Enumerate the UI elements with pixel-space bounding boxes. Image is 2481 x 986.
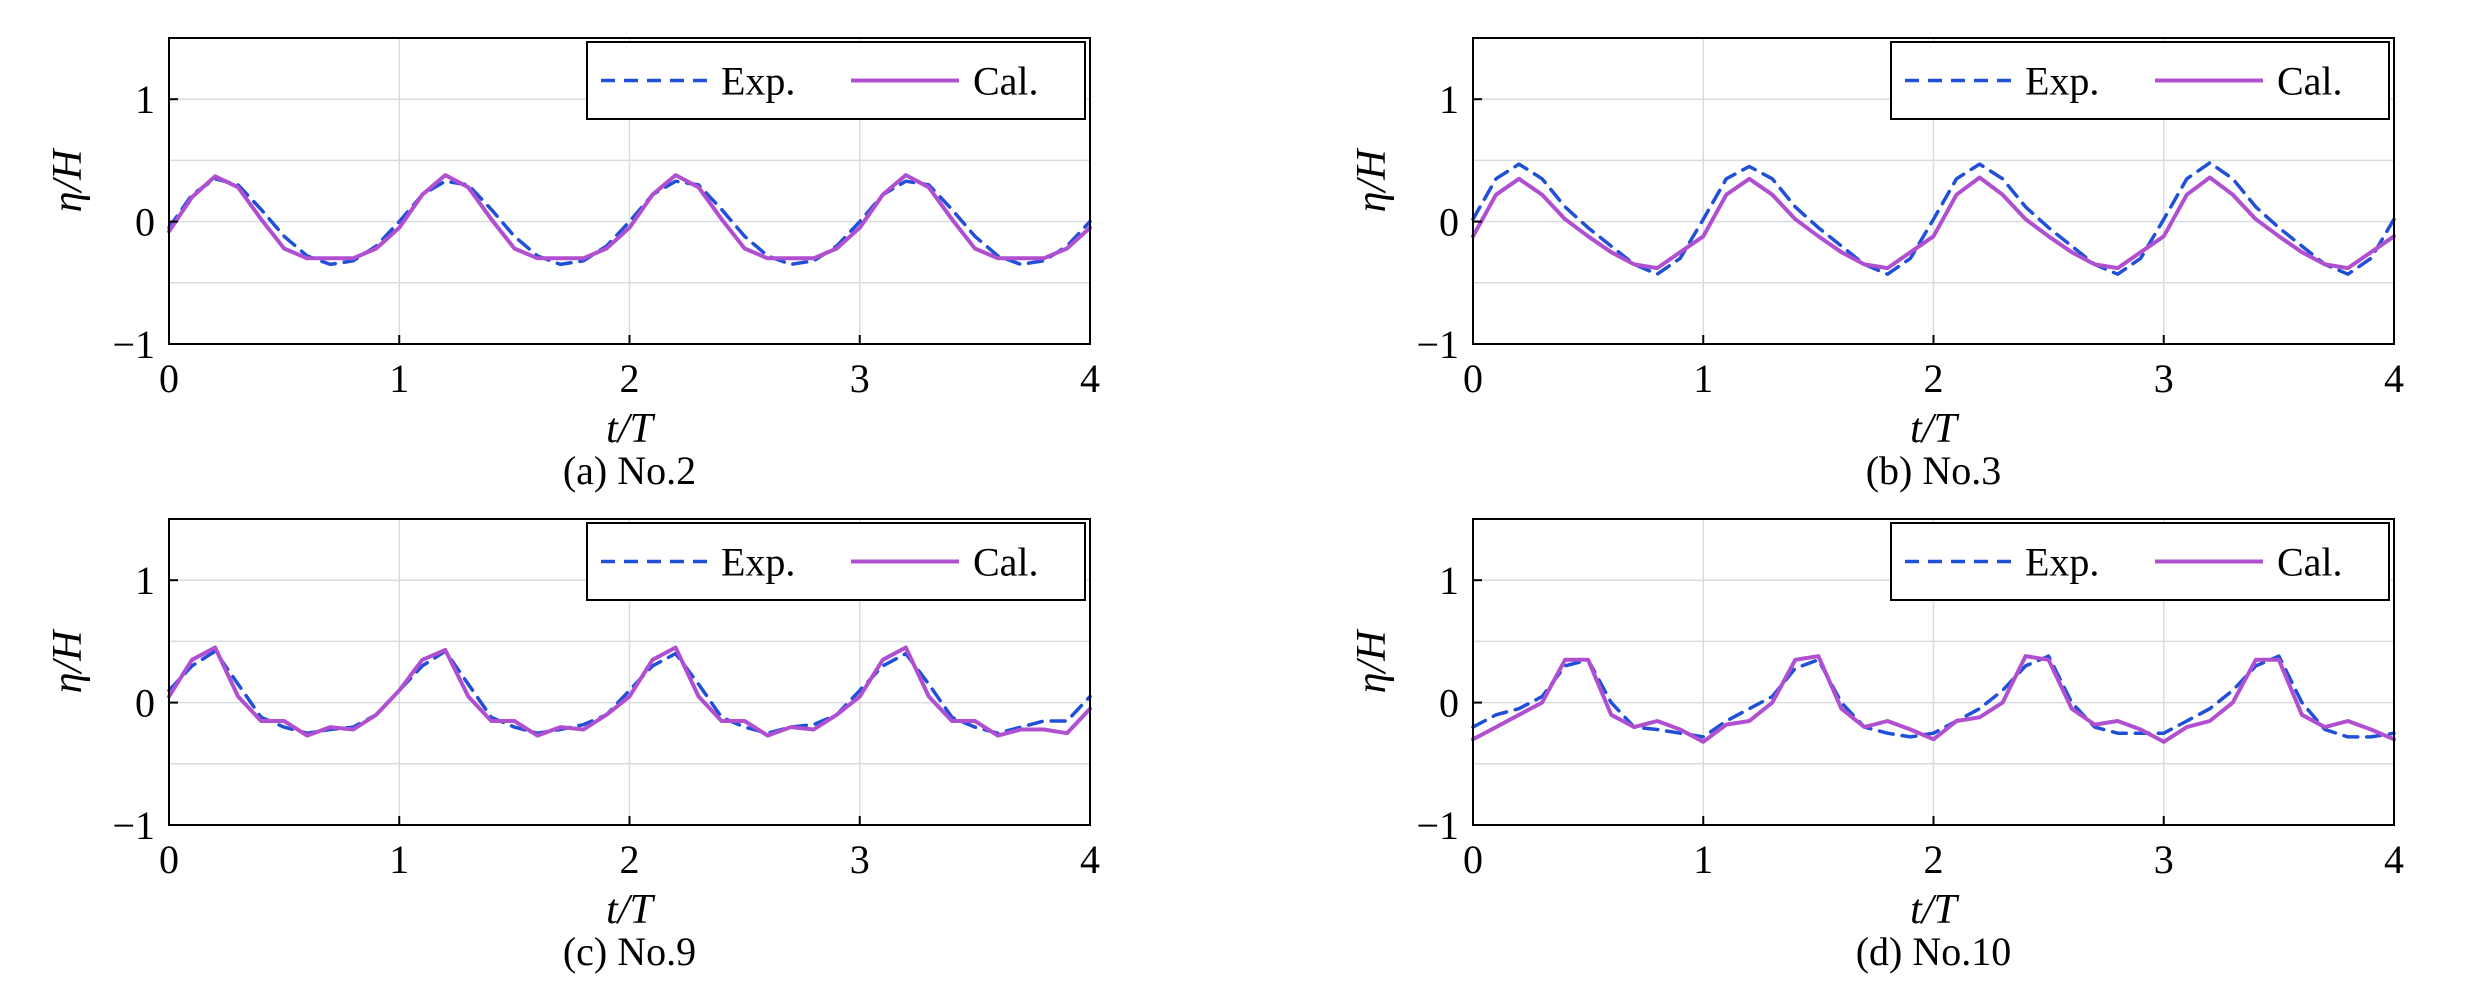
legend-label-cal: Cal.: [2277, 540, 2343, 585]
legend-label-exp: Exp.: [2025, 540, 2099, 585]
series-line-cal: [1471, 654, 2396, 744]
y-tick-label: 0: [135, 200, 155, 245]
panel-caption: (c) No.9: [563, 929, 696, 974]
x-tick-label: 1: [389, 837, 409, 882]
x-tick-label: 0: [1463, 356, 1483, 401]
legend: Exp. Cal.: [586, 41, 1086, 120]
series-line-cal: [167, 645, 1092, 738]
y-tick-label: −1: [1416, 322, 1459, 367]
x-tick-label: 4: [1080, 356, 1100, 401]
series-line-cal: [1471, 175, 2396, 271]
x-tick-label: 0: [159, 356, 179, 401]
x-axis-label: t/T: [606, 887, 655, 933]
panel-caption: (b) No.3: [1866, 448, 2002, 493]
y-tick-label: 0: [1439, 681, 1459, 726]
y-axis-label: η/H: [45, 628, 91, 694]
legend-label-exp: Exp.: [721, 59, 795, 104]
x-tick-label: 2: [1924, 356, 1944, 401]
x-tick-label: 3: [850, 837, 870, 882]
panel-caption: (d) No.10: [1856, 929, 2012, 974]
legend-label-cal: Cal.: [2277, 59, 2343, 104]
legend: Exp. Cal.: [1890, 41, 2390, 120]
x-tick-label: 0: [159, 837, 179, 882]
x-tick-label: 3: [850, 356, 870, 401]
series-line-cal: [167, 173, 1092, 261]
x-tick-label: 0: [1463, 837, 1483, 882]
x-tick-label: 4: [1080, 837, 1100, 882]
y-tick-label: 1: [135, 558, 155, 603]
y-tick-label: −1: [112, 803, 155, 848]
x-tick-label: 4: [2384, 837, 2404, 882]
y-tick-label: 1: [1439, 77, 1459, 122]
x-tick-label: 1: [389, 356, 409, 401]
legend-label-cal: Cal.: [973, 59, 1039, 104]
legend-label-exp: Exp.: [2025, 59, 2099, 104]
x-axis-label: t/T: [1910, 887, 1959, 933]
legend-label-exp: Exp.: [721, 540, 795, 585]
x-tick-label: 4: [2384, 356, 2404, 401]
x-axis-label: t/T: [1910, 406, 1959, 452]
x-tick-label: 1: [1693, 356, 1713, 401]
x-tick-label: 3: [2154, 356, 2174, 401]
legend-box: [1890, 522, 2390, 601]
x-axis-label: t/T: [606, 406, 655, 452]
series-line-exp: [1471, 654, 2396, 739]
x-tick-label: 1: [1693, 837, 1713, 882]
y-axis-label: η/H: [1349, 147, 1395, 213]
legend-label-cal: Cal.: [973, 540, 1039, 585]
panel-caption: (a) No.2: [563, 448, 696, 493]
x-tick-label: 2: [620, 356, 640, 401]
y-tick-label: 0: [1439, 200, 1459, 245]
x-tick-label: 2: [1924, 837, 1944, 882]
x-tick-label: 3: [2154, 837, 2174, 882]
y-axis-label: η/H: [1349, 628, 1395, 694]
y-tick-label: −1: [1416, 803, 1459, 848]
x-tick-label: 2: [620, 837, 640, 882]
y-tick-label: −1: [112, 322, 155, 367]
y-axis-label: η/H: [45, 147, 91, 213]
y-tick-label: 1: [1439, 558, 1459, 603]
series-line-exp: [167, 177, 1092, 267]
y-tick-label: 0: [135, 681, 155, 726]
y-tick-label: 1: [135, 77, 155, 122]
legend: Exp. Cal.: [586, 522, 1086, 601]
legend: Exp. Cal.: [1890, 522, 2390, 601]
